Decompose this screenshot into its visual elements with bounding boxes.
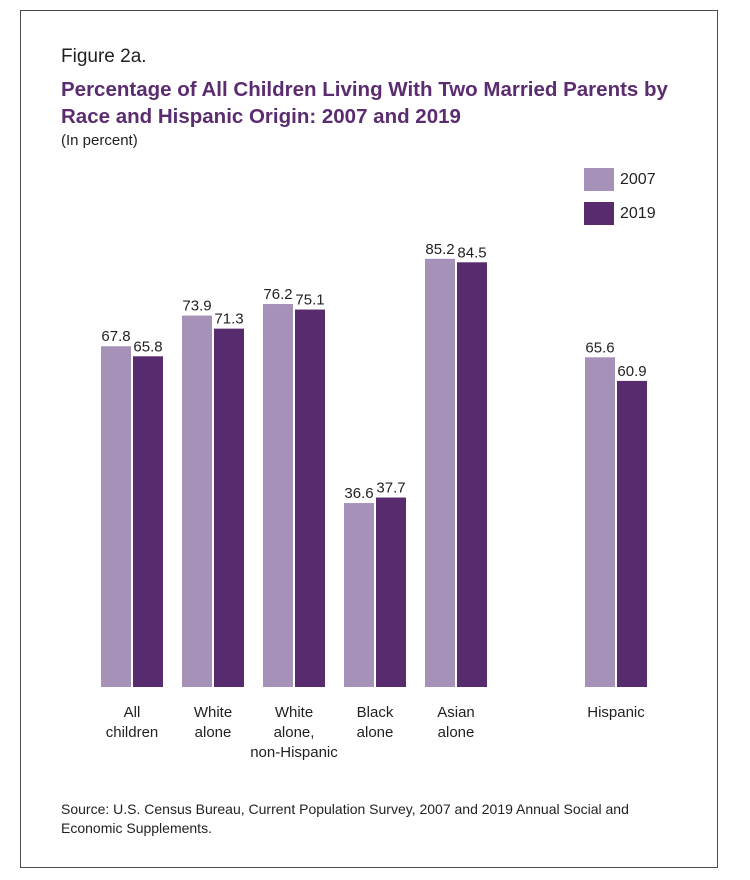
figure-frame	[20, 10, 718, 868]
data-label-2019-3: 37.7	[376, 480, 405, 497]
category-label-4-line-1: alone	[438, 724, 475, 741]
category-label-0-line-0: All	[124, 704, 141, 721]
chart-title: Percentage of All Children Living With T…	[61, 78, 668, 128]
category-label-5-line-0: Hispanic	[587, 704, 645, 721]
category-label-2-line-1: alone,	[274, 724, 315, 741]
legend-label-2019: 2019	[620, 205, 656, 222]
data-label-2019-2: 75.1	[295, 292, 324, 309]
bar-2007-1	[182, 315, 212, 687]
bar-2019-5	[617, 380, 647, 687]
legend-swatch-2019	[584, 202, 614, 225]
category-label-1-line-0: White	[194, 704, 232, 721]
data-label-2019-1: 71.3	[214, 311, 243, 328]
category-label-0-line-1: children	[106, 724, 159, 741]
legend-label-2007: 2007	[620, 171, 656, 188]
category-label-4-line-0: Asian	[437, 704, 475, 721]
data-label-2007-0: 67.8	[101, 328, 130, 345]
bar-2007-5	[585, 357, 615, 687]
category-label-3-line-1: alone	[357, 724, 394, 741]
legend-swatch-2007	[584, 168, 614, 191]
bar-2019-4	[457, 262, 487, 687]
source-note: Source: U.S. Census Bureau, Current Popu…	[61, 801, 629, 836]
bar-2007-0	[101, 346, 131, 687]
data-label-2007-4: 85.2	[425, 241, 454, 258]
category-label-2-line-2: non-Hispanic	[250, 744, 338, 761]
bar-2019-3	[376, 497, 406, 687]
bar-2007-3	[344, 503, 374, 687]
data-label-2019-4: 84.5	[457, 244, 486, 261]
data-label-2019-5: 60.9	[617, 363, 646, 380]
category-label-2-line-0: White	[275, 704, 313, 721]
category-label-3-line-0: Black	[357, 704, 394, 721]
data-label-2019-0: 65.8	[133, 338, 162, 355]
data-label-2007-5: 65.6	[585, 339, 614, 356]
chart-subtitle: (In percent)	[61, 132, 138, 149]
bar-2019-1	[214, 328, 244, 687]
bar-2007-4	[425, 258, 455, 687]
figure-label: Figure 2a.	[61, 46, 147, 67]
bar-2007-2	[263, 304, 293, 687]
category-label-1-line-1: alone	[195, 724, 232, 741]
data-label-2007-2: 76.2	[263, 286, 292, 303]
data-label-2007-1: 73.9	[182, 298, 211, 315]
data-label-2007-3: 36.6	[344, 485, 373, 502]
bar-2019-0	[133, 356, 163, 687]
bar-2019-2	[295, 309, 325, 687]
